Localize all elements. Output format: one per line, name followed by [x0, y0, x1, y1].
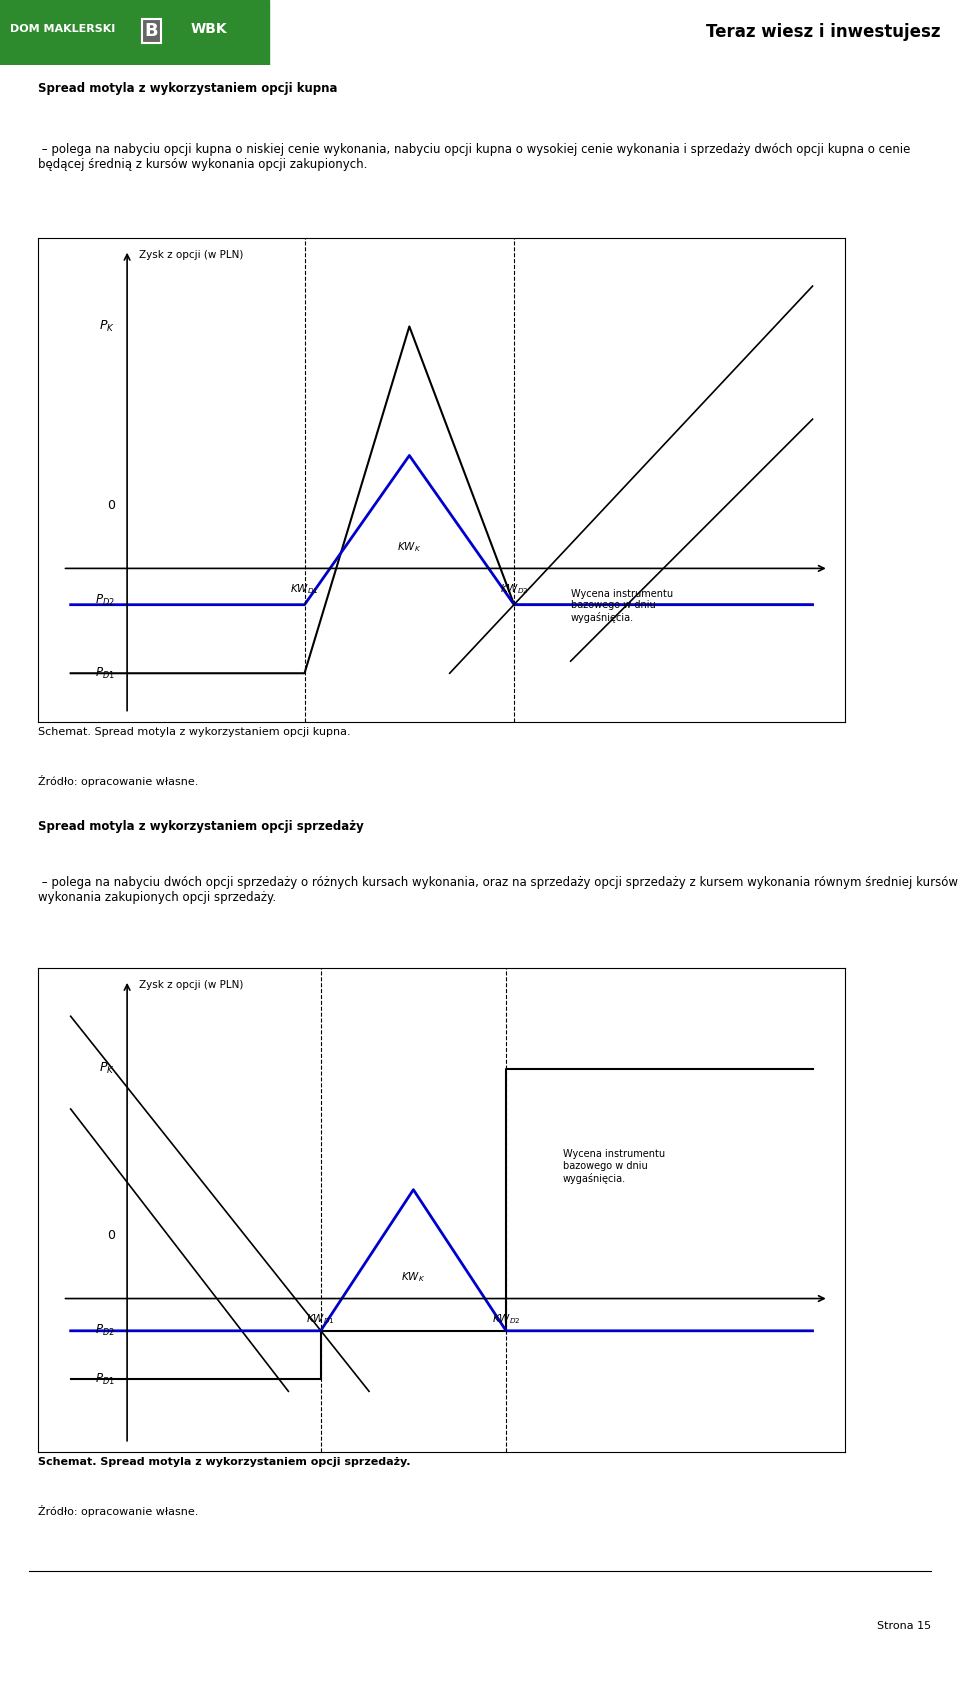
- Text: $KW_{D2}$: $KW_{D2}$: [500, 582, 528, 596]
- Text: – polega na nabyciu dwóch opcji sprzedaży o różnych kursach wykonania, oraz na s: – polega na nabyciu dwóch opcji sprzedaż…: [38, 876, 958, 903]
- Text: $P_{D2}$: $P_{D2}$: [95, 593, 115, 608]
- Text: $KW_{D1}$: $KW_{D1}$: [306, 1313, 335, 1326]
- Text: 0: 0: [107, 499, 115, 513]
- Text: $KW_{D2}$: $KW_{D2}$: [492, 1313, 520, 1326]
- Text: $P_{D1}$: $P_{D1}$: [95, 666, 115, 681]
- Text: Schemat. Spread motyla z wykorzystaniem opcji sprzedaży.: Schemat. Spread motyla z wykorzystaniem …: [38, 1457, 411, 1467]
- Text: $P_{D1}$: $P_{D1}$: [95, 1372, 115, 1387]
- Text: Zysk z opcji (w PLN): Zysk z opcji (w PLN): [139, 250, 244, 260]
- Text: Wycena instrumentu
bazowego w dniu
wygaśnięcia.: Wycena instrumentu bazowego w dniu wygaś…: [570, 589, 673, 623]
- Text: $KW_K$: $KW_K$: [401, 1270, 425, 1284]
- Text: 0: 0: [107, 1229, 115, 1243]
- Text: Spread motyla z wykorzystaniem opcji sprzedaży: Spread motyla z wykorzystaniem opcji spr…: [38, 820, 364, 834]
- Text: $P_K$: $P_K$: [99, 1061, 115, 1077]
- Text: – polega na nabyciu opcji kupna o niskiej cenie wykonania, nabyciu opcji kupna o: – polega na nabyciu opcji kupna o niskie…: [38, 143, 911, 170]
- Text: Wycena instrumentu
bazowego w dniu
wygaśnięcia.: Wycena instrumentu bazowego w dniu wygaś…: [563, 1150, 664, 1184]
- Text: WBK: WBK: [190, 22, 227, 36]
- Text: Spread motyla z wykorzystaniem opcji kupna: Spread motyla z wykorzystaniem opcji kup…: [38, 82, 338, 95]
- Text: Źródło: opracowanie własne.: Źródło: opracowanie własne.: [38, 1506, 199, 1518]
- Text: $KW_{D1}$: $KW_{D1}$: [290, 582, 319, 596]
- Text: Teraz wiesz i inwestujesz: Teraz wiesz i inwestujesz: [707, 24, 941, 41]
- Text: DOM MAKLERSKI: DOM MAKLERSKI: [10, 24, 115, 34]
- Text: Schemat. Spread motyla z wykorzystaniem opcji kupna.: Schemat. Spread motyla z wykorzystaniem …: [38, 727, 351, 737]
- Text: $P_K$: $P_K$: [99, 319, 115, 335]
- Text: $P_{D2}$: $P_{D2}$: [95, 1323, 115, 1338]
- Text: Strona 15: Strona 15: [877, 1622, 931, 1630]
- Text: $KW_K$: $KW_K$: [397, 540, 421, 554]
- Text: Źródło: opracowanie własne.: Źródło: opracowanie własne.: [38, 776, 199, 788]
- Bar: [0, 0, 269, 65]
- Text: B: B: [145, 22, 158, 41]
- Text: Zysk z opcji (w PLN): Zysk z opcji (w PLN): [139, 980, 244, 990]
